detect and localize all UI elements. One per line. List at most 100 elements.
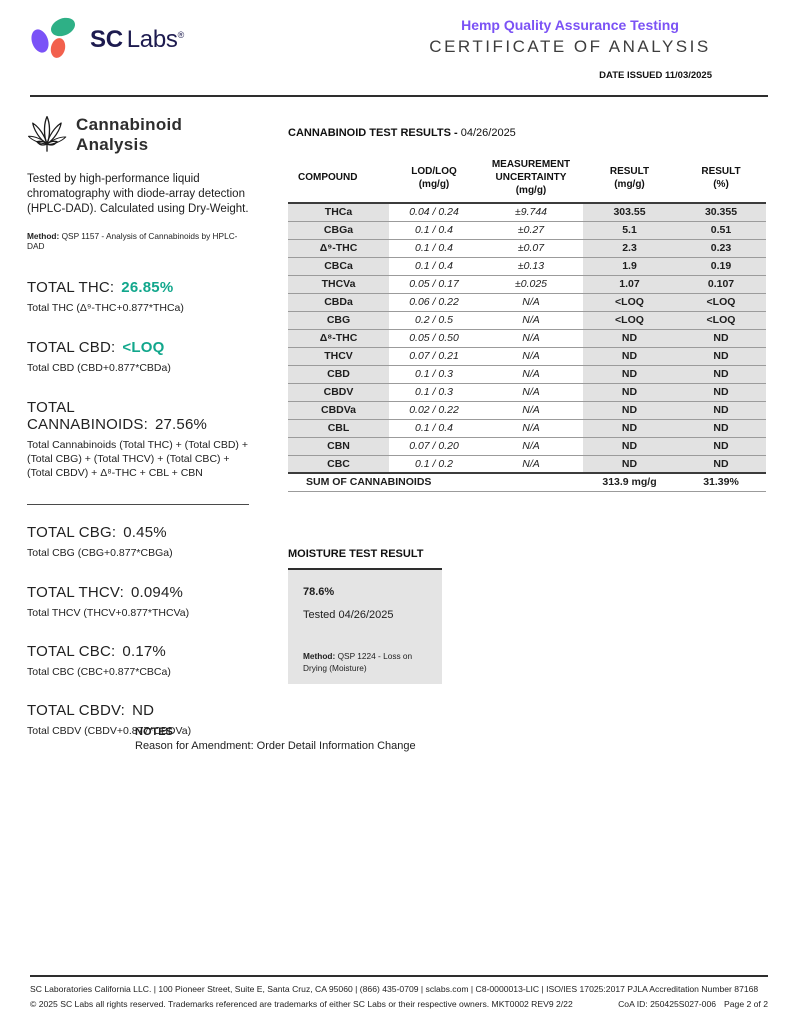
logo-wordmark: SC Labs®: [90, 25, 184, 53]
col-result-mg: RESULT (mg/g): [583, 153, 676, 204]
compound-cell: Δ⁸-THC: [288, 329, 389, 348]
secondary-totals: TOTAL CBG: 0.45% Total CBG (CBG+0.877*CBG…: [27, 524, 252, 738]
table-row: CBN 0.07 / 0.20 N/A ND ND: [288, 437, 766, 456]
cannabis-leaf-icon: [27, 114, 67, 156]
uncertainty-cell: N/A: [479, 401, 583, 420]
total-label: TOTAL CBG:: [27, 524, 117, 542]
uncertainty-cell: ±0.07: [479, 239, 583, 258]
lodloq-cell: 0.05 / 0.17: [389, 275, 479, 294]
moisture-method: Method: QSP 1224 - Loss on Drying (Moist…: [303, 651, 413, 673]
total-formula: Total CBG (CBG+0.877*CBGa): [27, 547, 173, 560]
moisture-tested-date: Tested 04/26/2025: [303, 609, 394, 621]
result-mg-cell: <LOQ: [583, 311, 676, 330]
uncertainty-cell: N/A: [479, 311, 583, 330]
col-result-pct: RESULT (%): [676, 153, 766, 204]
results-table-title: CANNABINOID TEST RESULTS - 04/26/2025: [288, 127, 516, 139]
sum-label: SUM OF CANNABINOIDS: [288, 472, 583, 492]
table-row: CBGa 0.1 / 0.4 ±0.27 5.1 0.51: [288, 221, 766, 240]
lodloq-cell: 0.02 / 0.22: [389, 401, 479, 420]
result-pct-cell: 0.23: [676, 239, 766, 258]
page-footer: SC Laboratories California LLC. | 100 Pi…: [30, 975, 768, 1009]
result-mg-cell: ND: [583, 437, 676, 456]
compound-cell: CBL: [288, 419, 389, 438]
lodloq-cell: 0.1 / 0.2: [389, 455, 479, 474]
total-formula: Total THC (Δ⁹-THC+0.877*THCa): [27, 301, 184, 314]
total-value: 26.85%: [121, 278, 174, 296]
sc-labs-logo: SC Labs®: [28, 12, 184, 67]
lodloq-cell: 0.1 / 0.4: [389, 239, 479, 258]
compound-cell: CBDV: [288, 383, 389, 402]
total-label: TOTAL THCV:: [27, 583, 124, 601]
total-summary: TOTAL CANNABINOIDS: 27.56% Total Cannabin…: [27, 399, 252, 481]
uncertainty-cell: N/A: [479, 329, 583, 348]
total-formula: Total Cannabinoids (Total THC) + (Total …: [27, 438, 248, 480]
compound-cell: CBDVa: [288, 401, 389, 420]
analysis-method: Method: QSP 1157 - Analysis of Cannabino…: [27, 230, 238, 251]
col-uncertainty: MEASUREMENT UNCERTAINTY (mg/g): [479, 153, 583, 204]
certificate-title: CERTIFICATE OF ANALYSIS: [429, 37, 711, 56]
notes-body: Reason for Amendment: Order Detail Infor…: [135, 740, 416, 752]
total-label: TOTAL CBD:: [27, 338, 116, 356]
sum-result-pct: 31.39%: [676, 472, 766, 492]
cannabinoid-results-table: COMPOUND LOD/LOQ (mg/g) MEASUREMENT UNCERT…: [288, 153, 766, 492]
compound-cell: THCV: [288, 347, 389, 366]
result-pct-cell: ND: [676, 455, 766, 474]
lodloq-cell: 0.1 / 0.4: [389, 257, 479, 276]
total-summary: TOTAL CBG: 0.45% Total CBG (CBG+0.877*CBG…: [27, 524, 252, 560]
compound-cell: CBDa: [288, 293, 389, 312]
total-value: 0.094%: [130, 583, 184, 601]
total-label: TOTAL CANNABINOIDS:: [27, 398, 148, 433]
uncertainty-cell: N/A: [479, 419, 583, 438]
result-mg-cell: ND: [583, 365, 676, 384]
result-pct-cell: 0.51: [676, 221, 766, 240]
sum-row: SUM OF CANNABINOIDS 313.9 mg/g 31.39%: [288, 472, 766, 492]
result-mg-cell: ND: [583, 383, 676, 402]
total-value: 27.56%: [154, 415, 208, 433]
uncertainty-cell: ±0.27: [479, 221, 583, 240]
result-pct-cell: ND: [676, 401, 766, 420]
lodloq-cell: 0.1 / 0.4: [389, 221, 479, 240]
footer-divider: [30, 975, 768, 977]
lodloq-cell: 0.1 / 0.4: [389, 419, 479, 438]
analysis-description: Tested by high-performance liquid chroma…: [27, 173, 249, 216]
result-mg-cell: ND: [583, 347, 676, 366]
uncertainty-cell: ±0.13: [479, 257, 583, 276]
lodloq-cell: 0.06 / 0.22: [389, 293, 479, 312]
table-row: CBC 0.1 / 0.2 N/A ND ND: [288, 455, 766, 474]
footer-coa-id: CoA ID: 250425S027-006 Page 2 of 2: [618, 999, 768, 1009]
table-header-row: COMPOUND LOD/LOQ (mg/g) MEASUREMENT UNCERT…: [288, 153, 766, 204]
result-mg-cell: 303.55: [583, 203, 676, 222]
total-value: 0.17%: [122, 642, 166, 660]
result-mg-cell: ND: [583, 401, 676, 420]
total-formula: Total CBC (CBC+0.877*CBCa): [27, 665, 171, 678]
result-mg-cell: ND: [583, 455, 676, 474]
lodloq-cell: 0.2 / 0.5: [389, 311, 479, 330]
footer-copyright: © 2025 SC Labs all rights reserved. Trad…: [30, 999, 573, 1009]
table-row: THCV 0.07 / 0.21 N/A ND ND: [288, 347, 766, 366]
result-mg-cell: ND: [583, 329, 676, 348]
result-pct-cell: 30.355: [676, 203, 766, 222]
lodloq-cell: 0.05 / 0.50: [389, 329, 479, 348]
table-row: Δ⁸-THC 0.05 / 0.50 N/A ND ND: [288, 329, 766, 348]
compound-cell: CBGa: [288, 221, 389, 240]
notes-section: NOTES Reason for Amendment: Order Detail…: [135, 726, 585, 752]
compound-cell: CBD: [288, 365, 389, 384]
table-row: Δ⁹-THC 0.1 / 0.4 ±0.07 2.3 0.23: [288, 239, 766, 258]
table-row: CBD 0.1 / 0.3 N/A ND ND: [288, 365, 766, 384]
lodloq-cell: 0.1 / 0.3: [389, 383, 479, 402]
col-compound: COMPOUND: [288, 153, 389, 204]
total-value: 0.45%: [123, 524, 167, 542]
compound-cell: Δ⁹-THC: [288, 239, 389, 258]
total-summary: TOTAL CBC: 0.17% Total CBC (CBC+0.877*CBC…: [27, 643, 252, 679]
primary-totals: TOTAL THC: 26.85% Total THC (Δ⁹-THC+0.877…: [27, 279, 252, 481]
lodloq-cell: 0.07 / 0.20: [389, 437, 479, 456]
result-pct-cell: 0.19: [676, 257, 766, 276]
uncertainty-cell: N/A: [479, 437, 583, 456]
moisture-value: 78.6%: [303, 586, 335, 598]
moisture-result-box: 78.6% Tested 04/26/2025 Method: QSP 1224…: [288, 570, 442, 684]
compound-cell: CBN: [288, 437, 389, 456]
cannabinoid-analysis-panel: Cannabinoid Analysis Tested by high-perf…: [27, 114, 252, 761]
result-pct-cell: <LOQ: [676, 293, 766, 312]
total-formula: Total CBD (CBD+0.877*CBDa): [27, 361, 171, 374]
program-title: Hemp Quality Assurance Testing: [461, 17, 679, 33]
